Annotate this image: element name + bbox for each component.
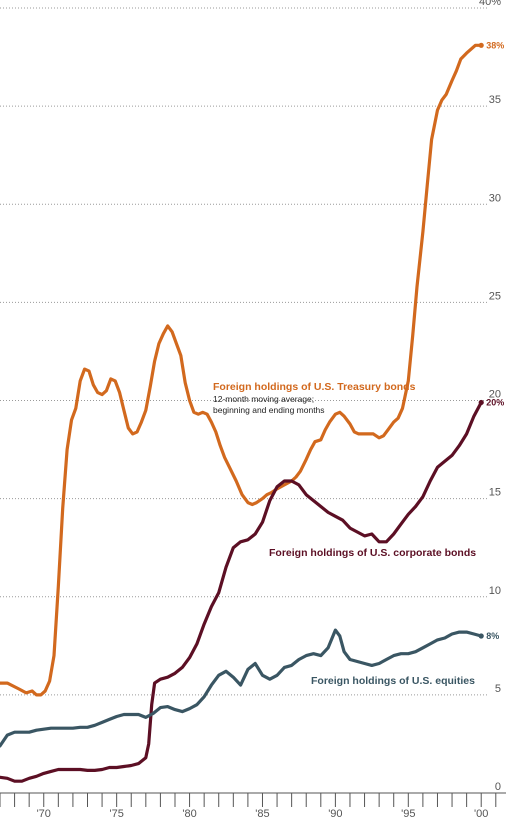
equities-end-label: 8% [486,631,499,641]
x-tick-label: '70 [37,808,51,820]
y-tick-label: 15 [489,487,501,499]
treasury-line [0,43,483,697]
treasury-end-label: 38% [486,40,504,50]
y-tick-label: 10 [489,585,501,597]
y-tick-label: 25 [489,290,501,302]
series-lines: 38% 20% 8% [0,40,504,783]
x-tick-label: '00 [474,808,488,820]
y-tick-label: 20 [489,389,501,401]
x-tick-label: '85 [255,808,269,820]
x-axis: '70 '75 '80 '85 '90 '95 '00 [0,792,506,820]
x-tick-label: '80 [182,808,196,820]
annotation-line-2: beginning and ending months [213,405,325,415]
y-tick-label: 40% [479,0,501,8]
equities-end-point [478,633,484,639]
corporate-end-label: 20% [486,397,504,407]
corporate-line [0,400,483,783]
y-tick-label: 0 [495,781,501,793]
y-tick-label: 35 [489,94,501,106]
x-tick-label: '75 [109,808,123,820]
annotation-line-1: 12-month moving average; [213,394,314,404]
x-tick-label: '90 [328,808,342,820]
equities-line [0,628,483,748]
equities-series-label: Foreign holdings of U.S. equities [311,675,475,687]
treasury-end-point [478,42,484,48]
corporate-series-label: Foreign holdings of U.S. corporate bonds [269,547,476,559]
treasury-series-label: Foreign holdings of U.S. Treasury bonds [213,381,416,393]
gridlines: 0 5 10 15 20 25 30 35 40% [0,0,501,793]
corporate-end-point [478,399,484,406]
y-tick-label: 30 [489,192,501,204]
x-tick-label: '95 [401,808,415,820]
y-tick-label: 5 [495,683,501,695]
